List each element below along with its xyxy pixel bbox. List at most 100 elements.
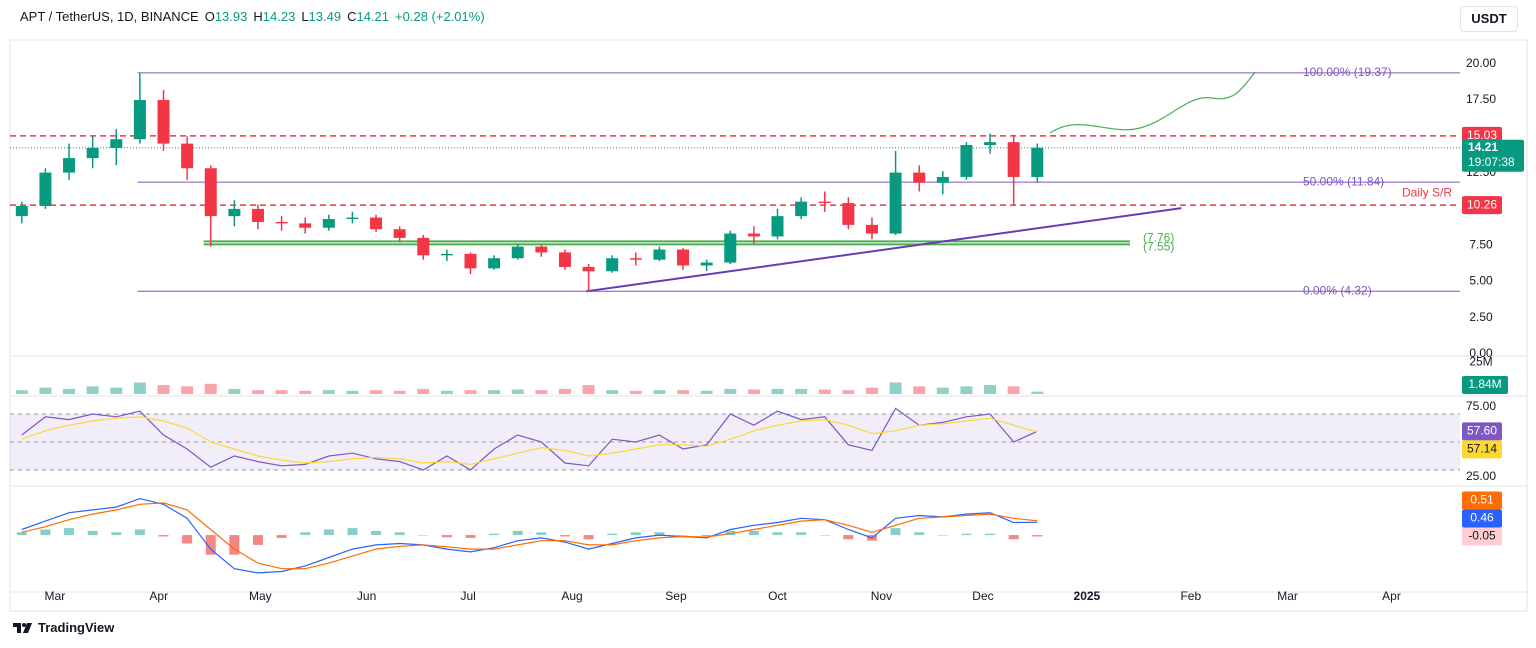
macd-histogram <box>205 535 216 555</box>
macd-histogram <box>489 533 500 536</box>
x-tick-label: Aug <box>561 589 582 603</box>
macd-line <box>21 497 1038 574</box>
macd-histogram <box>607 533 618 536</box>
macd-last-label-box <box>1462 491 1502 510</box>
volume-bar <box>86 386 99 394</box>
volume-bar <box>653 390 666 394</box>
fib-label: 0.00% (4.32) <box>1303 283 1372 297</box>
volume-bar <box>936 387 949 394</box>
candle-body <box>322 219 335 228</box>
macd-histogram <box>961 533 972 536</box>
symbol: APT / TetherUS, 1D, BINANCE <box>20 9 199 24</box>
macd-histogram <box>40 529 51 536</box>
x-tick-label: May <box>249 589 272 603</box>
volume-bar <box>984 385 997 394</box>
macd-histogram <box>1008 535 1019 540</box>
volume-bar <box>322 390 335 394</box>
candle-body <box>677 249 690 266</box>
candle-body <box>133 100 146 140</box>
macd-histogram <box>347 528 358 536</box>
candle-body <box>936 176 949 183</box>
candle-body <box>771 216 784 237</box>
candle-body <box>417 237 430 256</box>
volume-bar <box>440 390 453 394</box>
volume-bar <box>417 388 430 394</box>
candle-body <box>747 233 760 237</box>
ohlc-value: 14.21 <box>356 9 390 24</box>
volume-bar <box>582 385 595 394</box>
macd-histogram <box>678 535 689 536</box>
macd-histogram <box>536 532 547 536</box>
macd-histogram <box>465 535 476 538</box>
chart-frame <box>9 39 1528 612</box>
candle-body <box>865 224 878 234</box>
macd-histogram <box>914 532 925 536</box>
rsi-last-label-box <box>1462 422 1502 441</box>
candle-body <box>511 246 524 259</box>
projection-curve <box>1049 71 1256 134</box>
fib-label: 100.00% (19.37) <box>1303 65 1392 79</box>
macd-histogram <box>323 529 334 536</box>
macd-histogram <box>843 535 854 540</box>
macd-histogram <box>725 530 736 536</box>
sr-annotation: Daily S/R <box>1402 185 1452 199</box>
countdown: 19:07:38 <box>1468 155 1515 169</box>
candle-body <box>960 145 973 177</box>
volume-bar <box>157 385 170 394</box>
y-tick-label: 17.50 <box>1466 92 1496 106</box>
zone-label: (7.55) <box>1143 240 1174 254</box>
volume-bar <box>299 390 312 394</box>
macd-histogram <box>1032 535 1043 537</box>
candle-body <box>842 203 855 225</box>
y-tick-label: 75.00 <box>1466 399 1496 413</box>
y-tick-label: 2.50 <box>1469 310 1493 324</box>
sr-price-label-box <box>1462 196 1502 215</box>
candle-body <box>275 221 288 224</box>
volume-bar <box>960 386 973 394</box>
candle-body <box>299 223 312 228</box>
ohlc-key: C <box>347 9 357 24</box>
ohlc-value: 13.93 <box>214 9 248 24</box>
macd-line <box>21 502 1038 570</box>
macd-histogram <box>701 535 712 536</box>
x-tick-label: Dec <box>972 589 993 603</box>
volume-bar <box>913 386 926 394</box>
volume-bar <box>535 390 548 394</box>
change: +0.28 (+2.01%) <box>395 9 485 24</box>
y-tick-label: 7.50 <box>1469 237 1493 251</box>
macd-histogram <box>512 530 523 536</box>
macd-histogram <box>371 530 382 536</box>
zone-label: (7.76) <box>1143 231 1174 245</box>
macd-histogram <box>229 535 240 555</box>
candle-body <box>795 201 808 217</box>
rsi-line <box>21 407 1038 471</box>
volume-bar <box>15 390 28 394</box>
volume-bar <box>724 388 737 394</box>
candle-body <box>606 258 619 272</box>
volume-last-label: 1.84M <box>1468 377 1501 391</box>
candle-body <box>86 147 99 159</box>
volume-bar <box>818 389 831 394</box>
candle-body <box>440 253 453 256</box>
x-tick-label: Feb <box>1180 589 1201 603</box>
candle-body <box>15 205 28 217</box>
macd-histogram <box>748 530 759 536</box>
currency-button[interactable]: USDT <box>1460 6 1518 32</box>
candle-body <box>110 139 123 148</box>
fib-label: 50.00% (11.84) <box>1303 174 1384 188</box>
volume-bar <box>110 387 123 394</box>
candle-body <box>39 172 52 206</box>
macd-histogram <box>182 535 193 544</box>
volume-bar <box>700 390 713 394</box>
macd-histogram <box>985 533 996 536</box>
symbol-header: APT / TetherUS, 1D, BINANCE O13.93 H14.23 L… <box>20 9 485 24</box>
candle-body <box>913 172 926 183</box>
candle-body <box>724 233 737 263</box>
x-tick-label: Apr <box>1382 589 1401 603</box>
candle-body <box>464 253 477 269</box>
volume-last-label-box <box>1462 376 1508 394</box>
macd-histogram <box>772 532 783 536</box>
volume-bar <box>275 390 288 394</box>
sr-price-label: 15.03 <box>1467 128 1497 142</box>
